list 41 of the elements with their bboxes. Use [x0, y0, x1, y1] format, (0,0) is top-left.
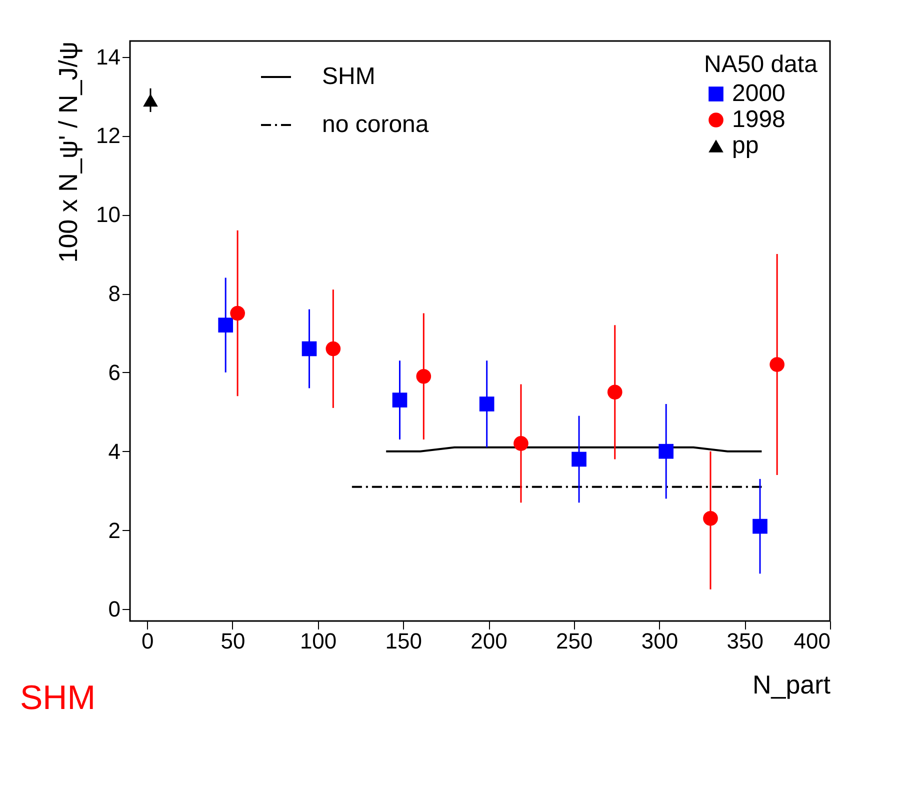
- point: [326, 341, 341, 356]
- legend-label: 2000: [732, 80, 786, 107]
- point: [514, 436, 528, 451]
- y-tick-label: 12: [96, 123, 120, 148]
- x-tick-label: 350: [726, 628, 764, 654]
- x-tick-label: 150: [385, 628, 422, 654]
- point: [752, 518, 768, 534]
- text: SHM: [20, 679, 96, 717]
- point: [218, 318, 234, 332]
- y-tick-label: 8: [108, 281, 120, 306]
- legend-label: no corona: [322, 111, 430, 138]
- point: [392, 392, 408, 408]
- y-tick-label: 10: [96, 202, 120, 228]
- y-tick-label: 0: [108, 596, 120, 622]
- x-tick-label: 250: [556, 628, 593, 654]
- point: [416, 368, 432, 384]
- point: [703, 511, 718, 526]
- point: [302, 341, 317, 356]
- point: [479, 396, 494, 412]
- y-tick-label: 2: [108, 518, 120, 543]
- point: [658, 444, 674, 459]
- x-tick-label: 400: [794, 628, 830, 654]
- point: [770, 357, 784, 372]
- x-tick-label: 50: [220, 628, 246, 654]
- x-tick-label: 200: [470, 628, 508, 654]
- point: [230, 306, 245, 321]
- x-tick-label: 0: [141, 628, 154, 654]
- point: [572, 452, 586, 467]
- point: [143, 94, 158, 107]
- legend-label: SHM: [322, 63, 376, 90]
- x-tick-label: 300: [641, 628, 678, 654]
- y-tick-label: 4: [108, 438, 120, 464]
- y-tick-label: 14: [96, 44, 120, 70]
- x-tick-label: 100: [300, 628, 337, 654]
- legend-label: pp: [732, 132, 759, 159]
- legend-title: NA50 data: [704, 51, 818, 78]
- y-axis-title: 100 x N_ψ' / N_J/ψ: [53, 42, 84, 263]
- point: [607, 384, 622, 400]
- y-tick-label: 6: [108, 360, 120, 385]
- x-axis-title: N_part: [752, 670, 832, 700]
- legend-label: 1998: [732, 106, 786, 133]
